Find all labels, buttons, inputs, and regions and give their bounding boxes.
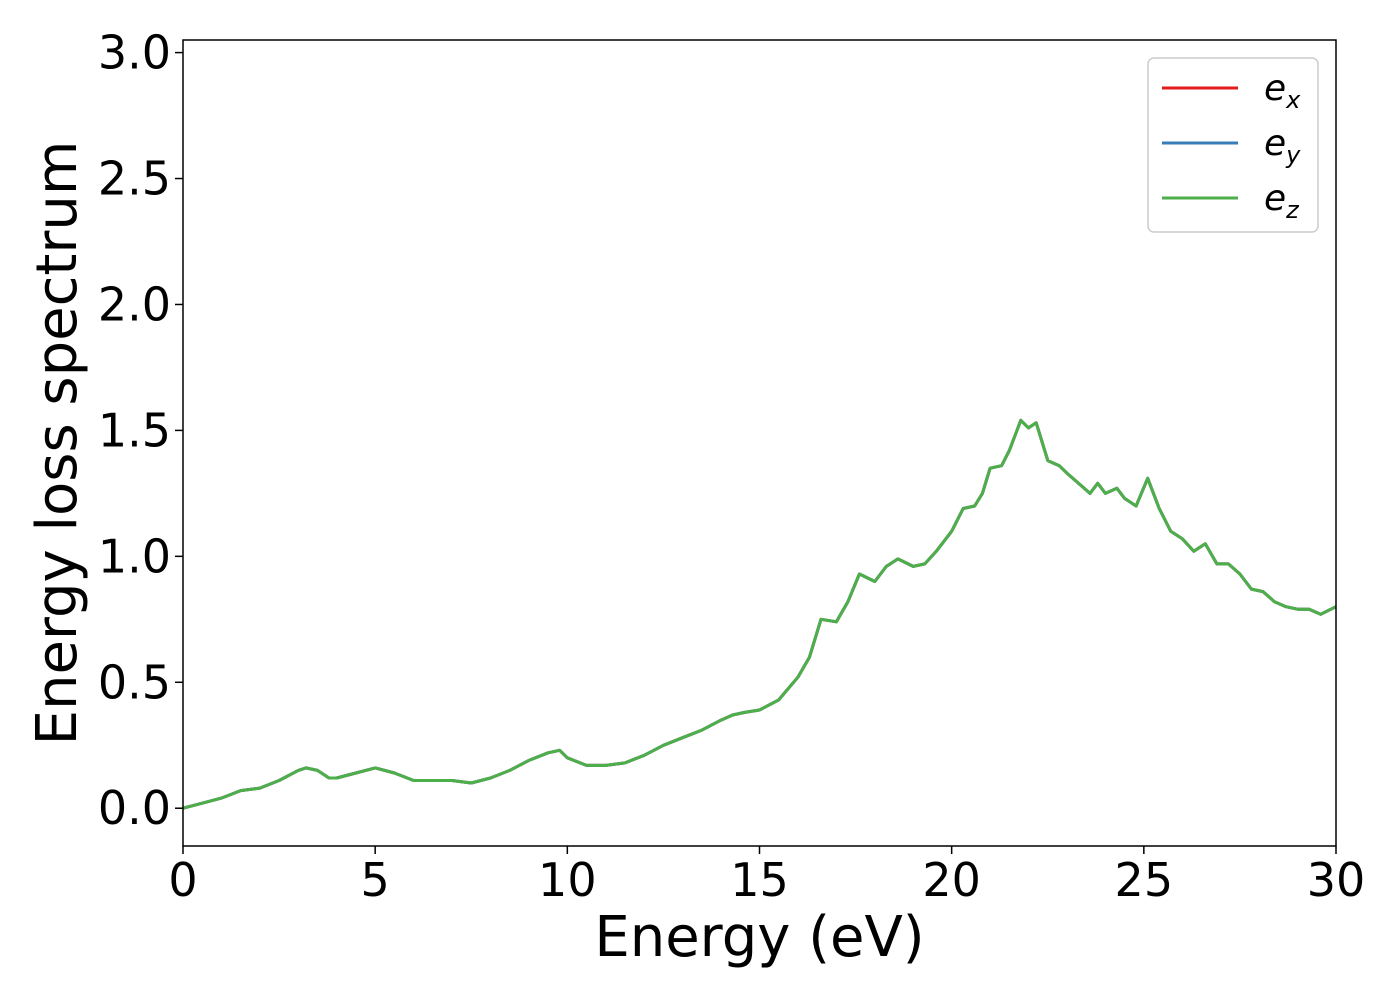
legend-label-subscript: x bbox=[1285, 86, 1301, 114]
y-tick-label: 1.0 bbox=[98, 529, 171, 583]
y-tick-label: 3.0 bbox=[98, 26, 171, 80]
x-tick-label: 20 bbox=[922, 853, 981, 907]
y-tick-label: 0.5 bbox=[98, 655, 171, 709]
legend-label-subscript: y bbox=[1285, 141, 1301, 169]
x-axis-label: Energy (eV) bbox=[594, 905, 924, 970]
x-tick-label: 5 bbox=[361, 853, 390, 907]
legend-label-y: ey bbox=[1264, 123, 1301, 169]
series-line-e-z bbox=[182, 418, 1337, 810]
legend-label-subscript: z bbox=[1285, 196, 1300, 224]
legend-label-base: e bbox=[1264, 178, 1286, 219]
y-tick-label: 2.0 bbox=[98, 277, 171, 331]
series-line-e-y bbox=[182, 418, 1337, 810]
y-tick-label: 2.5 bbox=[98, 152, 171, 206]
y-axis-label: Energy loss spectrum bbox=[25, 141, 90, 746]
y-tick-label: 1.5 bbox=[98, 403, 171, 457]
legend-label-base: e bbox=[1264, 123, 1286, 164]
plot-lines bbox=[182, 418, 1337, 810]
legend-label-x: ex bbox=[1264, 68, 1301, 114]
x-tick-label: 30 bbox=[1307, 853, 1366, 907]
legend-label-z: ez bbox=[1264, 178, 1300, 224]
x-tick-label: 25 bbox=[1115, 853, 1174, 907]
x-axis: 0 5 10 15 20 25 30 bbox=[168, 846, 1365, 907]
y-tick-label: 0.0 bbox=[98, 781, 171, 835]
y-axis: 0.0 0.5 1.0 1.5 2.0 2.5 3.0 bbox=[98, 26, 183, 835]
legend-box bbox=[1147, 57, 1319, 233]
legend-label-base: e bbox=[1264, 68, 1286, 109]
x-tick-label: 15 bbox=[730, 853, 789, 907]
x-tick-label: 0 bbox=[168, 853, 197, 907]
series-line-e-x bbox=[182, 418, 1337, 810]
x-tick-label: 10 bbox=[538, 853, 597, 907]
